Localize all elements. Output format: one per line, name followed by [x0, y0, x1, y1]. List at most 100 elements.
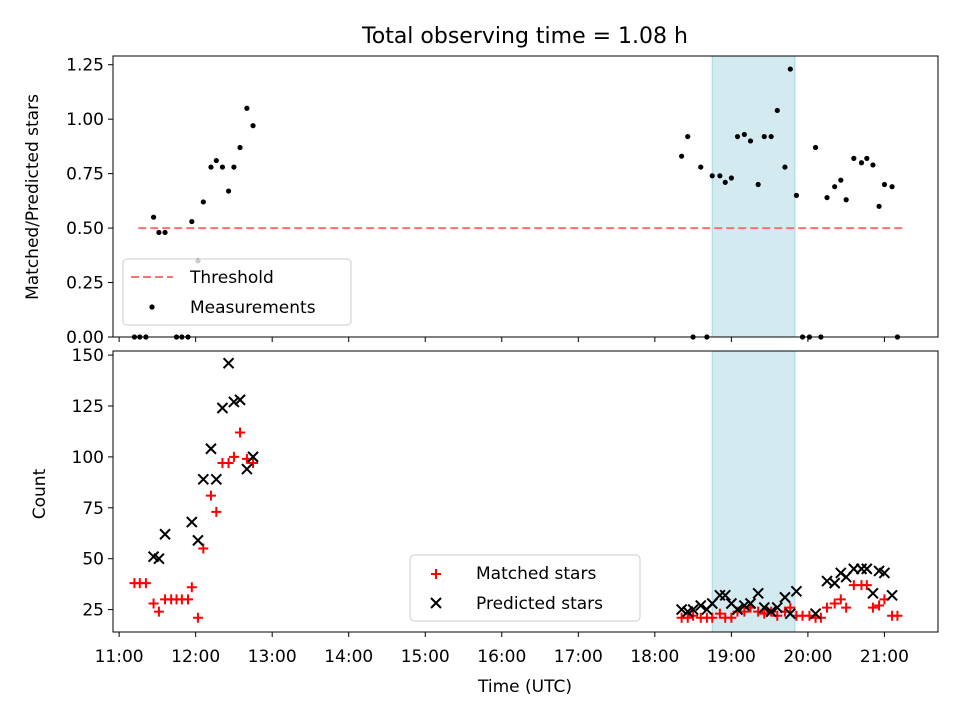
y-tick-label: 150 — [72, 346, 104, 366]
legend-predicted-swatch — [430, 597, 442, 609]
measurement-point — [717, 173, 723, 179]
measurement-point — [685, 133, 691, 140]
x-tick-label: 21:00 — [860, 647, 909, 667]
y-tick-label: 0.50 — [66, 219, 104, 239]
measurement-point — [709, 173, 715, 179]
measurement-point — [237, 144, 243, 151]
measurement-point — [864, 155, 870, 161]
matched-star-point — [682, 612, 693, 623]
predicted-star-point — [861, 563, 873, 575]
matched-star-point — [198, 543, 209, 554]
measurement-point — [231, 164, 237, 170]
matched-star-point — [235, 427, 246, 438]
measurement-point — [679, 153, 685, 159]
predicted-star-point — [216, 402, 229, 414]
matched-star-point — [867, 602, 878, 613]
matched-star-point — [153, 606, 164, 617]
measurement-point — [208, 164, 214, 170]
predicted-star-point — [197, 473, 210, 485]
x-tick-label: 19:00 — [707, 647, 756, 667]
legend-matched-swatch — [431, 569, 441, 579]
predicted-star-point — [765, 605, 777, 618]
x-tick-label: 13:00 — [248, 647, 297, 667]
x-axis-label: Time (UTC) — [477, 677, 572, 697]
measurement-point — [876, 203, 882, 209]
matched-star-point — [739, 606, 750, 617]
matched-star-point — [211, 506, 222, 517]
top-panel: 0.00 0.25 0.50 0.75 1.00 1.25 Total observing… — [23, 24, 939, 348]
legend-predicted-label: Predicted stars — [476, 594, 603, 614]
matched-star-point — [822, 602, 833, 613]
predicted-star-point — [878, 567, 891, 579]
legend-matched-label: Matched stars — [476, 564, 596, 584]
predicted-star-point — [779, 591, 791, 604]
measurement-point — [832, 184, 838, 190]
x-tick-label: 17:00 — [554, 647, 603, 667]
measurement-point — [824, 194, 830, 201]
measurement-point — [889, 184, 895, 190]
measurement-point — [812, 144, 819, 151]
predicted-star-point — [234, 394, 246, 406]
measurement-point — [741, 131, 747, 138]
legend-threshold-label: Threshold — [189, 268, 274, 288]
matched-star-point — [223, 457, 234, 468]
measurement-point — [787, 66, 793, 72]
top-y-axis-label: Matched/Predicted stars — [23, 94, 43, 300]
shaded-interval — [711, 350, 796, 633]
y-tick-label: 1.00 — [66, 110, 104, 130]
x-tick-label: 15:00 — [401, 647, 450, 667]
top-legend: Threshold Measurements — [122, 258, 352, 326]
measurement-point — [200, 199, 206, 205]
measurement-point — [782, 164, 788, 170]
matched-star-point — [874, 600, 885, 611]
matched-star-point — [785, 602, 796, 613]
predicted-star-point — [228, 396, 240, 408]
predicted-star-point — [744, 597, 757, 610]
matched-star-point — [759, 608, 770, 619]
legend-measurements-label: Measurements — [190, 298, 316, 318]
matched-star-point — [835, 594, 846, 605]
predicted-star-point — [247, 451, 259, 463]
top-legend-box — [122, 258, 352, 326]
predicted-star-point — [828, 577, 841, 589]
matched-star-point — [707, 612, 718, 623]
matched-star-point — [192, 612, 203, 623]
y-tick-label: 25 — [82, 601, 104, 621]
measurement-point — [793, 192, 800, 199]
predicted-star-point — [153, 552, 165, 565]
predicted-star-point — [738, 599, 751, 612]
predicted-star-point — [758, 601, 770, 614]
predicted-star-point — [205, 443, 217, 455]
x-tick-label: 18:00 — [630, 647, 679, 667]
y-tick-label: 50 — [82, 550, 104, 570]
measurement-point — [747, 138, 754, 144]
predicted-star-point — [855, 563, 868, 575]
measurement-point — [774, 107, 780, 114]
bottom-panel: 25 50 75 100 125 150 11:00 12:00 13:00 14:00 15:0… — [30, 346, 939, 697]
matched-star-point — [183, 594, 193, 605]
predicted-star-point — [752, 587, 764, 600]
bottom-y-axis-label: Count — [30, 468, 50, 519]
x-tick-label: 20:00 — [783, 647, 832, 667]
x-tick-label: 14:00 — [324, 647, 373, 667]
predicted-star-point — [695, 599, 707, 612]
measurement-point — [698, 164, 704, 170]
predicted-star-point — [731, 603, 744, 616]
matched-star-point — [148, 598, 159, 609]
measurement-point — [728, 175, 734, 181]
predicted-star-point — [886, 589, 898, 602]
predicted-star-point — [186, 516, 198, 528]
predicted-star-point — [809, 607, 822, 620]
predicted-star-point — [784, 607, 797, 620]
measurement-point — [761, 133, 767, 140]
predicted-star-point — [771, 601, 783, 614]
y-tick-label: 0.75 — [66, 165, 104, 185]
top-chart-title: Total observing time = 1.08 h — [361, 24, 688, 49]
matched-star-point — [714, 608, 725, 619]
legend-measurements-swatch — [149, 304, 155, 310]
measurement-point — [213, 157, 219, 164]
measurement-point — [225, 188, 232, 194]
measurement-point — [734, 133, 741, 140]
matched-star-point — [892, 610, 903, 621]
